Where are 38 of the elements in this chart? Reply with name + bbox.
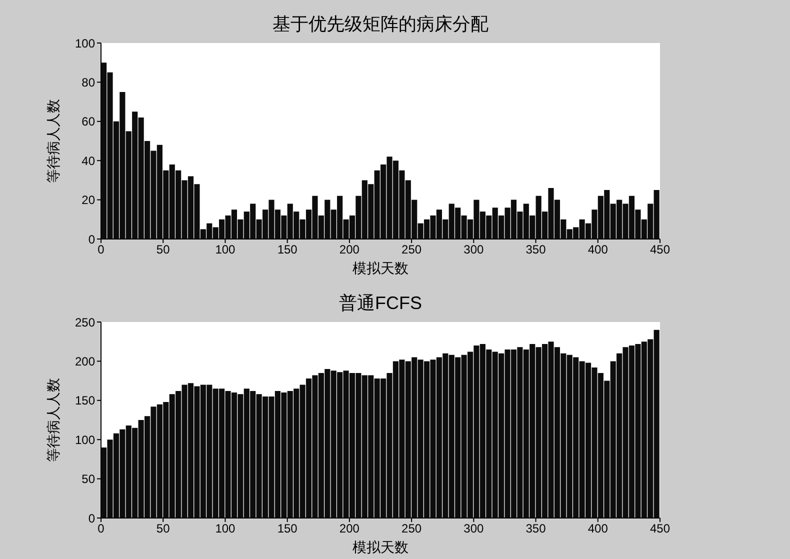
y-tick-label: 100 xyxy=(74,432,96,447)
x-tick-label: 200 xyxy=(339,242,360,257)
x-tick-label: 400 xyxy=(588,242,608,257)
x-tick-label: 0 xyxy=(98,522,105,536)
x-tick-label: 400 xyxy=(588,522,608,536)
y-tick-label: 20 xyxy=(82,193,96,208)
y-tick-label: 40 xyxy=(82,154,96,168)
y-tick-label: 200 xyxy=(74,354,96,368)
x-axis-title: 模拟天数 xyxy=(352,539,408,555)
y-tick-label: 250 xyxy=(74,315,96,330)
y-tick-label: 80 xyxy=(82,75,96,90)
x-tick-label: 100 xyxy=(215,522,236,536)
x-tick-label: 450 xyxy=(650,522,670,536)
x-tick-label: 250 xyxy=(402,522,422,536)
y-tick-label: 0 xyxy=(88,511,96,526)
x-tick-label: 50 xyxy=(156,522,170,536)
y-axis-title: 等待病人人数 xyxy=(44,99,61,183)
y-tick-label: 50 xyxy=(82,472,96,486)
y-tick-label: 60 xyxy=(82,114,96,129)
x-tick-label: 150 xyxy=(277,522,298,536)
x-tick-label: 300 xyxy=(464,522,484,536)
x-tick-label: 0 xyxy=(98,242,105,257)
x-tick-label: 300 xyxy=(464,242,484,257)
x-tick-label: 250 xyxy=(402,242,422,257)
x-axis-title: 模拟天数 xyxy=(352,260,408,276)
y-tick-label: 100 xyxy=(74,36,96,50)
x-tick-label: 450 xyxy=(650,242,670,257)
x-tick-label: 200 xyxy=(339,522,360,536)
x-tick-label: 50 xyxy=(156,242,170,257)
y-tick-label: 0 xyxy=(88,232,96,246)
y-axis-title: 等待病人人数 xyxy=(44,378,61,462)
x-tick-label: 350 xyxy=(526,522,546,536)
chart-title: 普通FCFS xyxy=(338,292,423,315)
x-tick-label: 100 xyxy=(215,242,236,257)
y-tick-label: 150 xyxy=(74,394,96,408)
x-tick-label: 350 xyxy=(526,242,546,257)
x-tick-label: 150 xyxy=(277,242,298,257)
chart-title: 基于优先级矩阵的病床分配 xyxy=(272,13,490,36)
